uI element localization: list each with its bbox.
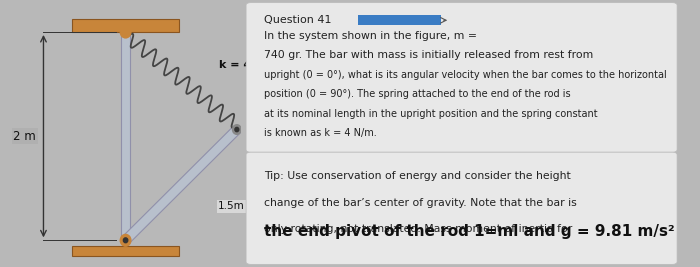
Polygon shape (72, 246, 178, 256)
Text: at its nominal length in the upright position and the spring constant: at its nominal length in the upright pos… (265, 109, 598, 119)
Circle shape (120, 234, 131, 246)
FancyBboxPatch shape (246, 152, 677, 264)
Text: 740 gr. The bar with mass is initially released from rest from: 740 gr. The bar with mass is initially r… (265, 50, 594, 60)
Circle shape (120, 26, 131, 38)
Text: position (0 = 90°). The spring attached to the end of the rod is: position (0 = 90°). The spring attached … (265, 89, 571, 99)
FancyBboxPatch shape (246, 3, 677, 152)
Text: upright (0 = 0°), what is its angular velocity when the bar comes to the horizon: upright (0 = 0°), what is its angular ve… (265, 70, 667, 80)
Polygon shape (121, 32, 130, 240)
Text: the end pivot of the rod 1=ml and g = 9.81 m/s²: the end pivot of the rod 1=ml and g = 9.… (265, 224, 675, 239)
FancyBboxPatch shape (358, 15, 441, 25)
Text: is known as k = 4 N/m.: is known as k = 4 N/m. (265, 128, 377, 138)
Text: 1.5m: 1.5m (218, 201, 245, 211)
Polygon shape (72, 19, 178, 32)
Text: 2 m: 2 m (13, 130, 36, 143)
Text: only rotating, not translated. Mass moment of inertia for: only rotating, not translated. Mass mome… (265, 224, 573, 234)
Polygon shape (122, 126, 240, 244)
Circle shape (235, 127, 239, 132)
Text: change of the bar’s center of gravity. Note that the bar is: change of the bar’s center of gravity. N… (265, 198, 578, 207)
Text: Question 41: Question 41 (265, 15, 332, 25)
Text: In the system shown in the figure, m =: In the system shown in the figure, m = (265, 31, 477, 41)
Circle shape (123, 238, 128, 243)
Text: k = 4 N/m: k = 4 N/m (218, 60, 279, 70)
Text: Tip: Use conservation of energy and consider the height: Tip: Use conservation of energy and cons… (265, 171, 571, 181)
Circle shape (232, 125, 241, 134)
